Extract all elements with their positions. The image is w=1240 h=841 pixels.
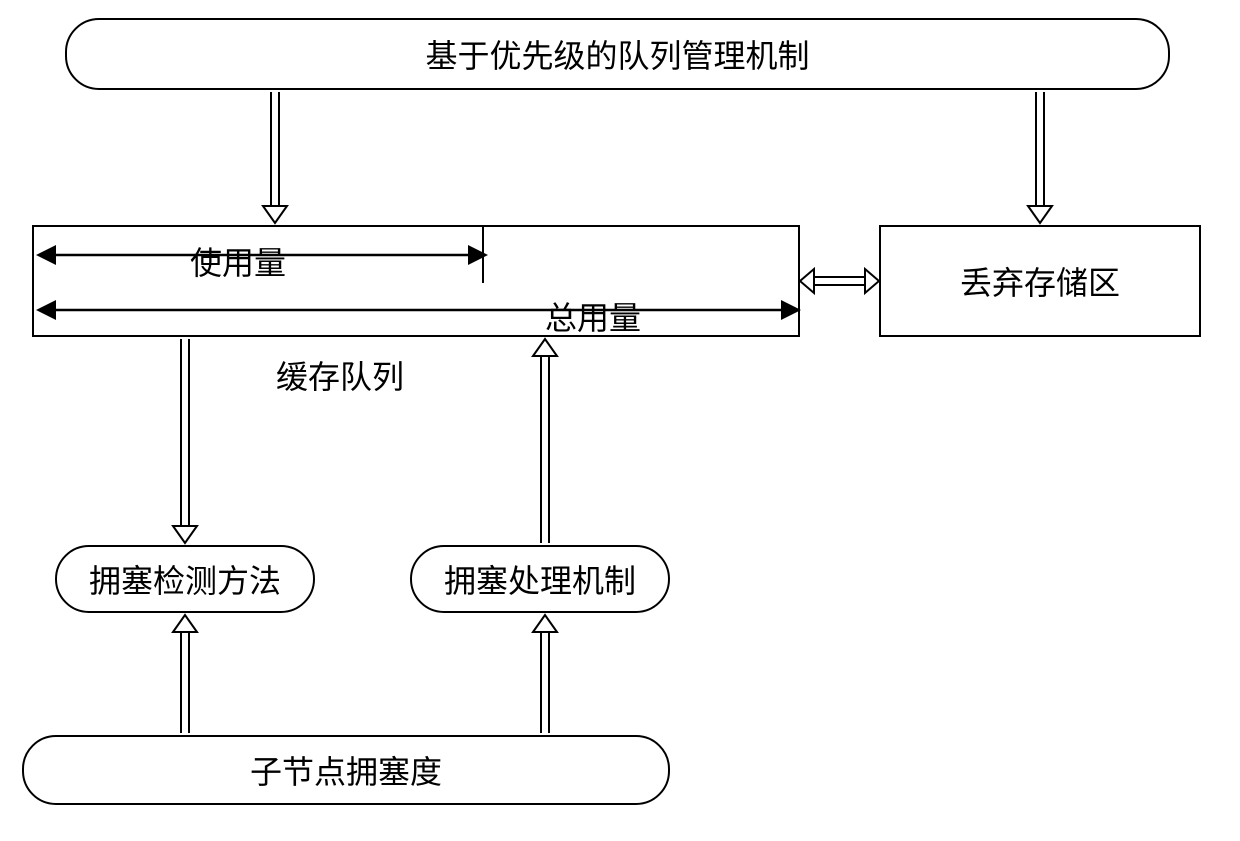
- node-label: 拥塞检测方法: [89, 556, 281, 602]
- edge-child-to-handle: [533, 615, 557, 733]
- edge-buffer-discard-bidir: [800, 269, 879, 293]
- node-congestion-handle: 拥塞处理机制: [410, 545, 670, 613]
- edge-buffer-to-detect: [173, 339, 197, 543]
- node-child-congestion: 子节点拥塞度: [22, 735, 670, 805]
- edges-overlay: [0, 0, 1240, 841]
- edge-top-to-discard: [1028, 92, 1052, 223]
- node-congestion-detect: 拥塞检测方法: [55, 545, 315, 613]
- buffer-divider: [482, 225, 484, 283]
- edge-handle-to-buffer: [533, 339, 557, 543]
- node-label: 拥塞处理机制: [444, 556, 636, 602]
- node-label: 子节点拥塞度: [250, 747, 442, 793]
- node-discard-storage: 丢弃存储区: [879, 225, 1201, 337]
- buffer-usage-label: 使用量: [190, 238, 286, 284]
- node-priority-queue-mechanism: 基于优先级的队列管理机制: [65, 18, 1170, 90]
- node-buffer-queue: [32, 225, 800, 337]
- edge-child-to-detect: [173, 615, 197, 733]
- buffer-total-label: 总用量: [545, 293, 641, 339]
- node-label: 丢弃存储区: [960, 258, 1120, 304]
- edge-top-to-buffer: [263, 92, 287, 223]
- node-label: 基于优先级的队列管理机制: [425, 31, 809, 77]
- buffer-caption: 缓存队列: [276, 352, 404, 398]
